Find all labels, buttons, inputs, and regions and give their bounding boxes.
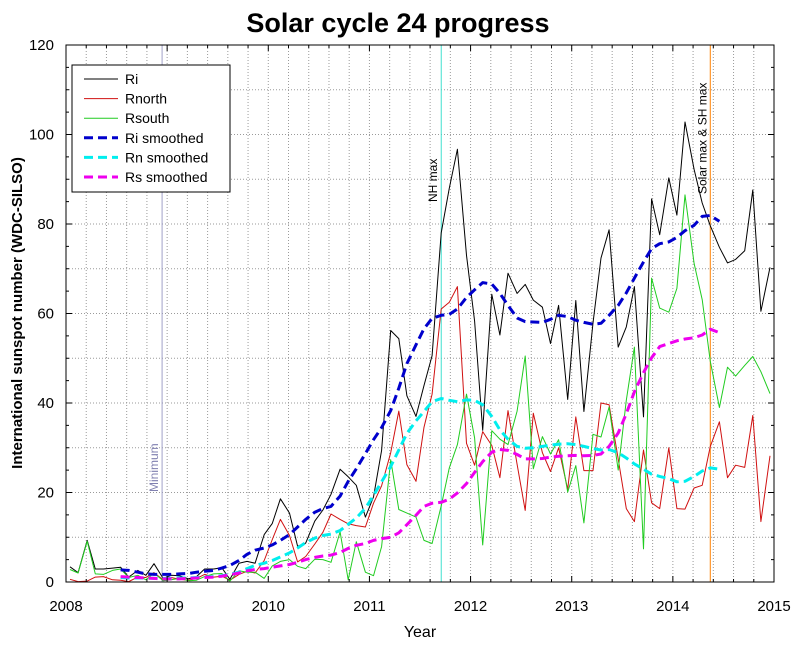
x-tick-label: 2010 bbox=[252, 598, 285, 615]
series-ri-smoothed-line bbox=[120, 214, 721, 576]
x-tick-label: 2009 bbox=[150, 598, 183, 615]
y-tick-label: 80 bbox=[37, 216, 54, 233]
vertical-marker-label: Minimum bbox=[147, 443, 161, 492]
y-tick-label: 20 bbox=[37, 485, 54, 502]
series-rn-smoothed-line bbox=[120, 397, 720, 580]
series-ri-line bbox=[69, 121, 771, 580]
x-tick-label: 2014 bbox=[656, 598, 689, 615]
legend: Ri Rnorth Rsouth Ri smoothed Rn smoothed Rs s… bbox=[71, 64, 231, 193]
chart-title: Solar cycle 24 progress bbox=[246, 8, 549, 38]
legend-label: Ri bbox=[125, 71, 138, 87]
legend-label: Rn smoothed bbox=[125, 149, 208, 165]
series-rsouth-line bbox=[69, 194, 771, 582]
legend-label: Ri smoothed bbox=[125, 130, 204, 146]
series-rs-smoothed-line bbox=[120, 327, 720, 581]
legend-box bbox=[71, 64, 231, 193]
legend-label: Rsouth bbox=[125, 110, 169, 126]
y-tick-label: 0 bbox=[46, 574, 54, 591]
vertical-marker-label: NH max bbox=[426, 159, 440, 202]
vertical-marker-label: Solar max & SH max bbox=[695, 83, 709, 194]
legend-label: Rnorth bbox=[125, 91, 167, 107]
y-tick-labels: 0 20 40 60 80 100 120 bbox=[29, 37, 54, 591]
x-tick-label: 2012 bbox=[454, 598, 487, 615]
vertical-markers: Minimum NH max Solar max & SH max bbox=[147, 45, 711, 582]
legend-label: Rs smoothed bbox=[125, 169, 207, 185]
y-tick-label: 100 bbox=[29, 127, 54, 144]
x-tick-label: 2013 bbox=[555, 598, 588, 615]
axis-ticks bbox=[65, 44, 775, 583]
x-axis-title: Year bbox=[404, 624, 437, 641]
x-tick-label: 2011 bbox=[353, 598, 385, 615]
y-axis-title: International sunspot number (WDC-SILSO) bbox=[9, 157, 26, 469]
y-tick-label: 120 bbox=[29, 37, 54, 54]
x-tick-label: 2008 bbox=[49, 598, 82, 615]
y-tick-label: 60 bbox=[37, 306, 54, 323]
x-tick-label: 2015 bbox=[757, 598, 790, 615]
x-tick-labels: 2008 2009 2010 2011 2012 2013 2014 2015 bbox=[49, 598, 790, 615]
y-tick-label: 40 bbox=[37, 395, 54, 412]
